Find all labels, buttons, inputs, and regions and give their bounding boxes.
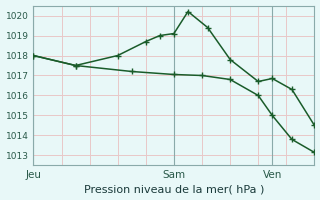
X-axis label: Pression niveau de la mer( hPa ): Pression niveau de la mer( hPa ): [84, 184, 264, 194]
